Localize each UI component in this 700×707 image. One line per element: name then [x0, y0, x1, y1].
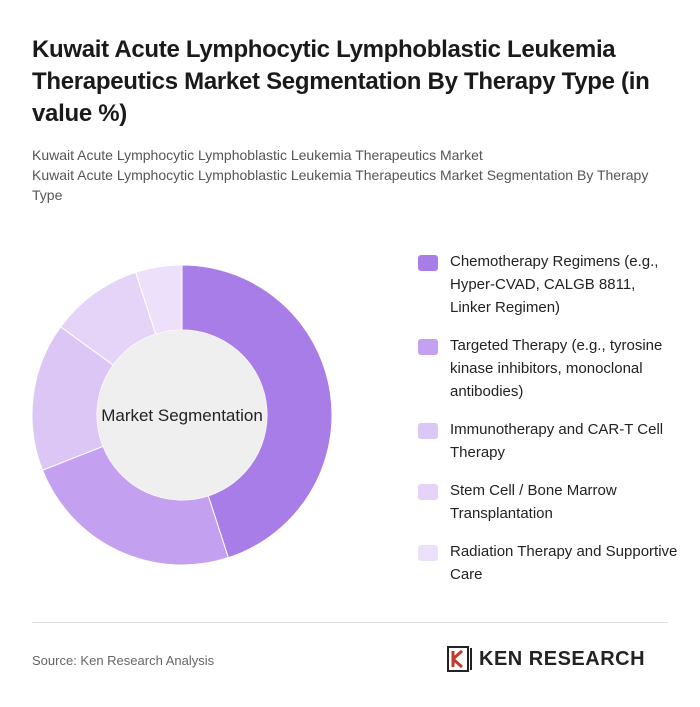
legend-swatch	[418, 423, 438, 439]
legend-item: Stem Cell / Bone Marrow Transplantation	[418, 479, 678, 525]
subtitle: Kuwait Acute Lymphocytic Lymphoblastic L…	[32, 145, 672, 205]
chart: Market Segmentation	[31, 264, 333, 566]
legend-item: Chemotherapy Regimens (e.g., Hyper-CVAD,…	[418, 250, 678, 319]
title: Kuwait Acute Lymphocytic Lymphoblastic L…	[32, 36, 650, 127]
logo: KEN RESEARCH	[447, 646, 645, 672]
subtitle-line: Kuwait Acute Lymphocytic Lymphoblastic L…	[32, 167, 649, 203]
legend-label: Chemotherapy Regimens (e.g., Hyper-CVAD,…	[450, 253, 659, 316]
legend-item: Radiation Therapy and Supportive Care	[418, 540, 678, 586]
legend-swatch	[418, 484, 438, 500]
legend-label: Immunotherapy and CAR-T Cell Therapy	[450, 421, 664, 461]
legend-swatch	[418, 255, 438, 271]
separator	[32, 622, 668, 623]
legend-swatch	[418, 339, 438, 355]
donut-hole	[97, 330, 267, 500]
logo-divider	[470, 648, 472, 670]
legend-label: Radiation Therapy and Supportive Care	[450, 543, 678, 583]
legend: Chemotherapy Regimens (e.g., Hyper-CVAD,…	[418, 250, 678, 601]
legend-item: Immunotherapy and CAR-T Cell Therapy	[418, 418, 678, 464]
source: Source: Ken Research Analysis	[32, 653, 215, 668]
legend-swatch	[418, 545, 438, 561]
legend-label: Stem Cell / Bone Marrow Transplantation	[450, 482, 617, 522]
legend-label: Targeted Therapy (e.g., tyrosine kinase …	[450, 337, 663, 400]
logo-text: KEN RESEARCH	[479, 647, 646, 670]
legend-item: Targeted Therapy (e.g., tyrosine kinase …	[418, 334, 678, 403]
center-label: Market Segmentation	[101, 406, 263, 425]
subtitle-line: Kuwait Acute Lymphocytic Lymphoblastic L…	[32, 147, 483, 163]
logo-icon	[447, 646, 469, 672]
